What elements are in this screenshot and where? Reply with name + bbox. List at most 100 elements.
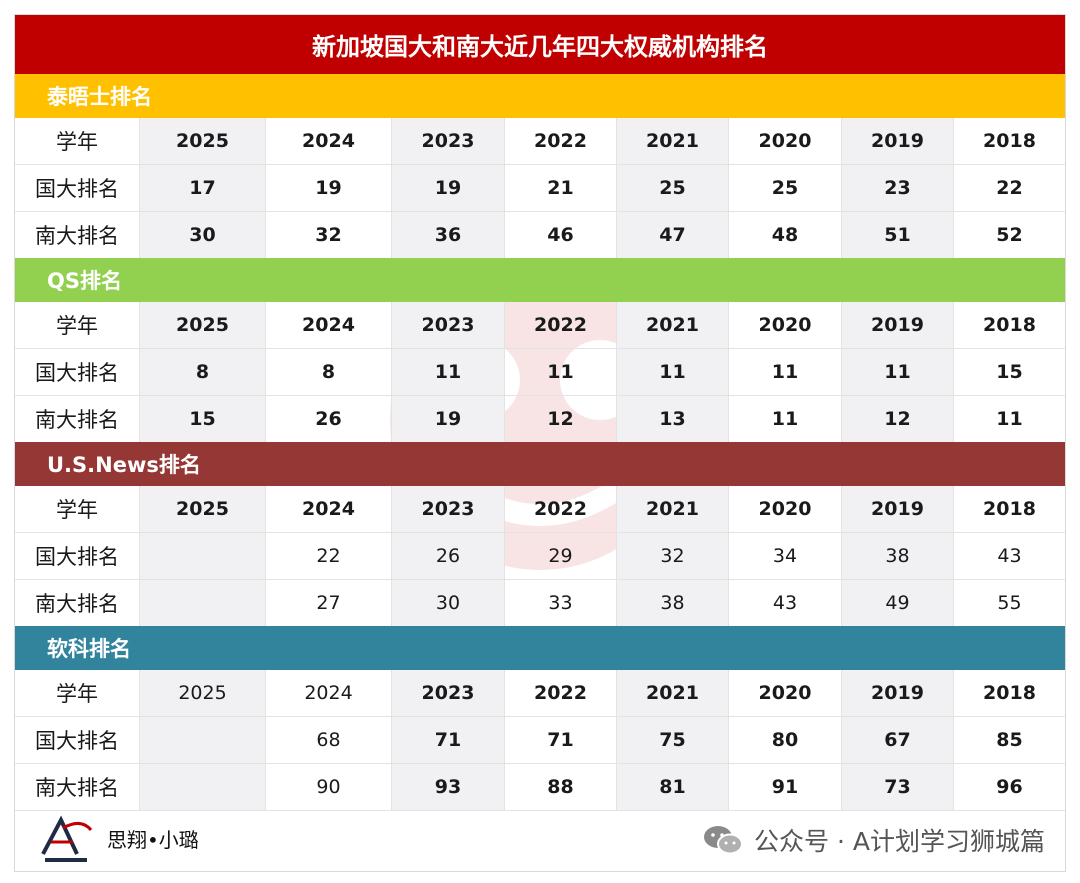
ntu-row: 南大排名 30 32 36 46 47 48 51 52 [15,212,1065,259]
rank-cell: 12 [842,396,954,442]
nus-row: 国大排名 17 19 19 21 25 25 23 22 [15,165,1065,212]
wechat-icon [704,826,744,855]
rank-cell: 55 [997,592,1022,614]
year-cell: 2020 [729,302,842,348]
rank-cell: 19 [392,396,505,442]
rank-cell: 19 [266,165,392,211]
year-cell: 2025 [140,302,266,348]
year-cell: 2021 [617,670,729,716]
rank-cell: 34 [729,533,842,579]
year-cell: 2024 [266,670,392,716]
year-cell: 2022 [505,118,617,164]
year-cell: 2025 [140,118,266,164]
rank-cell: 26 [266,396,392,442]
row-label-nus: 国大排名 [15,165,140,211]
rank-cell: 73 [842,764,954,810]
rank-cell: 75 [617,717,729,763]
rank-cell: 90 [266,764,392,810]
footer: 思翔•小璐 公众号 · A计划学习狮城篇 [15,808,1065,870]
section-header-qs: QS排名 [15,258,1065,302]
row-label-year: 学年 [15,486,140,532]
row-label-year: 学年 [15,670,140,716]
rank-cell [140,580,266,626]
rank-cell: 46 [505,212,617,258]
row-label-ntu: 南大排名 [15,212,140,258]
year-cell: 2023 [392,302,505,348]
row-label-ntu: 南大排名 [15,764,140,810]
rank-cell: 38 [617,580,729,626]
rank-cell: 29 [505,533,617,579]
section-header-times: 泰晤士排名 [15,74,1065,118]
rank-cell [140,764,266,810]
ntu-row: 南大排名 15 26 19 12 13 11 12 11 [15,396,1065,443]
row-label-year: 学年 [15,118,140,164]
rank-cell: 11 [842,349,954,395]
year-cell: 2018 [983,130,1036,152]
year-cell: 2025 [140,670,266,716]
year-row: 学年 2025 2024 2023 2022 2021 2020 2019 20… [15,486,1065,533]
section-header-usnews: U.S.News排名 [15,442,1065,486]
row-label-ntu: 南大排名 [15,396,140,442]
rank-cell: 17 [140,165,266,211]
year-cell: 2021 [617,486,729,532]
rank-cell: 48 [729,212,842,258]
year-cell: 2024 [266,118,392,164]
year-cell: 2019 [842,302,954,348]
year-cell: 2018 [983,498,1036,520]
row-label-year: 学年 [15,302,140,348]
rank-cell: 49 [842,580,954,626]
nus-row: 国大排名 22 26 29 32 34 38 43 [15,533,1065,580]
rank-cell: 81 [617,764,729,810]
year-cell: 2019 [842,118,954,164]
section-header-shanghairanking: 软科排名 [15,626,1065,670]
rank-cell: 43 [997,545,1022,567]
rank-cell: 22 [266,533,392,579]
rank-cell: 23 [842,165,954,211]
rank-cell: 52 [996,224,1023,246]
year-cell: 2020 [729,670,842,716]
rank-cell: 51 [842,212,954,258]
rank-cell: 85 [996,729,1023,751]
rank-cell: 67 [842,717,954,763]
rank-cell: 27 [266,580,392,626]
rank-cell: 47 [617,212,729,258]
rank-cell: 68 [266,717,392,763]
rank-cell: 36 [392,212,505,258]
year-cell: 2019 [842,670,954,716]
ntu-row: 南大排名 27 30 33 38 43 49 55 [15,580,1065,627]
page-title: 新加坡国大和南大近几年四大权威机构排名 [15,15,1065,74]
year-cell: 2025 [140,486,266,532]
rank-cell: 32 [266,212,392,258]
year-cell: 2023 [392,118,505,164]
year-row: 学年 2025 2024 2023 2022 2021 2020 2019 20… [15,302,1065,349]
rank-cell: 22 [996,177,1023,199]
rank-cell: 15 [140,396,266,442]
year-cell: 2019 [842,486,954,532]
rank-cell: 8 [266,349,392,395]
year-row: 学年 2025 2024 2023 2022 2021 2020 2019 20… [15,670,1065,717]
wechat-account-label: 公众号 · A计划学习狮城篇 [754,827,1045,856]
section-times: 泰晤士排名 学年 2025 2024 2023 2022 2021 2020 2… [15,74,1065,259]
rank-cell: 11 [617,349,729,395]
year-cell: 2018 [983,314,1036,336]
section-usnews: U.S.News排名 学年 2025 2024 2023 2022 2021 2… [15,442,1065,627]
year-cell: 2023 [392,670,505,716]
rank-cell: 11 [392,349,505,395]
rank-cell: 25 [729,165,842,211]
brand-name: 思翔•小璐 [107,828,199,852]
year-cell: 2024 [266,302,392,348]
year-cell: 2020 [729,118,842,164]
rank-cell: 33 [505,580,617,626]
lion-a-logo-icon [41,815,93,862]
wechat-account: 公众号 · A计划学习狮城篇 [702,822,1045,858]
section-shanghairanking: 软科排名 学年 2025 2024 2023 2022 2021 2020 20… [15,626,1065,811]
rank-cell: 80 [729,717,842,763]
section-qs: QS排名 学年 2025 2024 2023 2022 2021 2020 20… [15,258,1065,443]
rank-cell: 30 [140,212,266,258]
nus-row: 国大排名 68 71 71 75 80 67 85 [15,717,1065,764]
rank-cell: 11 [505,349,617,395]
rank-cell: 8 [140,349,266,395]
rank-cell: 71 [505,717,617,763]
row-label-ntu: 南大排名 [15,580,140,626]
rank-cell: 11 [729,396,842,442]
